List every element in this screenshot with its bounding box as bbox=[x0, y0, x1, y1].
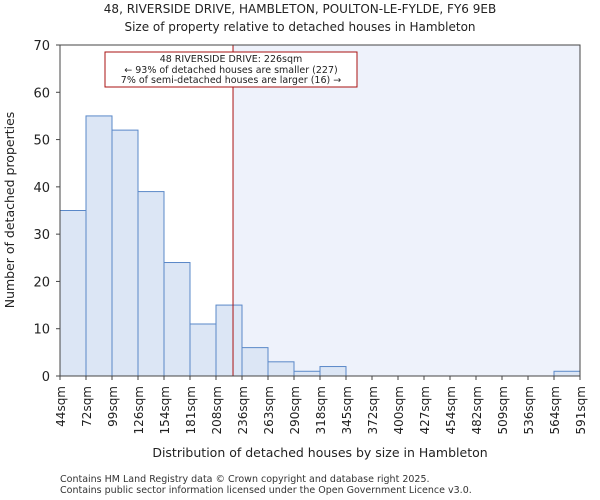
histogram-bar bbox=[59, 210, 87, 377]
y-axis-label: Number of detached properties bbox=[2, 112, 17, 309]
histogram-chart: 0 10 20 30 40 50 60 70 44sqm 72sqm 99sqm 126sqm 154s… bbox=[2, 39, 588, 460]
y-tick-label: 40 bbox=[33, 181, 50, 196]
x-tick-label: 372sqm bbox=[366, 386, 380, 434]
x-tick-label: 536sqm bbox=[522, 386, 536, 434]
x-tick-label: 236sqm bbox=[236, 386, 250, 434]
annotation-line-3: 7% of semi-detached houses are larger (1… bbox=[121, 75, 341, 86]
annotation-line-2: ← 93% of detached houses are smaller (22… bbox=[124, 65, 337, 76]
histogram-bar bbox=[241, 347, 269, 377]
x-tick-label: 154sqm bbox=[158, 386, 172, 434]
x-tick-label: 427sqm bbox=[418, 386, 432, 434]
x-tick-label: 72sqm bbox=[80, 386, 94, 427]
x-tick-label: 290sqm bbox=[288, 386, 302, 434]
histogram-bar bbox=[293, 370, 321, 377]
x-tick-label: 99sqm bbox=[106, 386, 120, 427]
y-tick-label: 30 bbox=[33, 228, 50, 243]
footer-copyright: Contains HM Land Registry data © Crown c… bbox=[60, 474, 430, 485]
histogram-bar bbox=[111, 129, 139, 377]
x-tick-label: 564sqm bbox=[548, 386, 562, 434]
y-tick-label: 20 bbox=[33, 275, 50, 290]
footer-licence: Contains public sector information licen… bbox=[60, 485, 472, 496]
chart-subtitle: Size of property relative to detached ho… bbox=[124, 20, 476, 34]
y-tick-label: 0 bbox=[42, 370, 50, 385]
above-marker-shade bbox=[233, 45, 580, 376]
x-tick-label: 208sqm bbox=[210, 386, 224, 434]
x-tick-label: 44sqm bbox=[54, 386, 68, 427]
y-tick-label: 60 bbox=[33, 86, 50, 101]
histogram-bar bbox=[163, 262, 191, 377]
histogram-bar bbox=[319, 366, 347, 377]
x-tick-label: 318sqm bbox=[314, 386, 328, 434]
x-tick-label: 126sqm bbox=[132, 386, 146, 434]
marker-annotation: 48 RIVERSIDE DRIVE: 226sqm ← 93% of deta… bbox=[104, 51, 358, 88]
x-tick-label: 482sqm bbox=[470, 386, 484, 434]
x-tick-label: 591sqm bbox=[574, 386, 588, 434]
annotation-line-1: 48 RIVERSIDE DRIVE: 226sqm bbox=[160, 54, 303, 65]
x-tick-label: 181sqm bbox=[184, 386, 198, 434]
x-tick-label: 400sqm bbox=[392, 386, 406, 434]
x-tick-label: 509sqm bbox=[496, 386, 510, 434]
histogram-bar bbox=[137, 191, 165, 377]
x-tick-label: 454sqm bbox=[444, 386, 458, 434]
histogram-bar bbox=[215, 304, 243, 377]
x-tick-label: 345sqm bbox=[340, 386, 354, 434]
histogram-bar bbox=[553, 370, 581, 377]
histogram-bar bbox=[267, 361, 295, 377]
histogram-bar bbox=[189, 323, 217, 377]
x-axis-label: Distribution of detached houses by size … bbox=[152, 445, 487, 460]
x-tick-label: 263sqm bbox=[262, 386, 276, 434]
annotation-box bbox=[104, 51, 358, 88]
chart-title: 48, RIVERSIDE DRIVE, HAMBLETON, POULTON-… bbox=[103, 2, 497, 16]
y-tick-label: 10 bbox=[33, 323, 50, 338]
y-tick-label: 50 bbox=[33, 134, 50, 149]
histogram-bar bbox=[85, 115, 113, 377]
y-tick-label: 70 bbox=[33, 39, 50, 54]
